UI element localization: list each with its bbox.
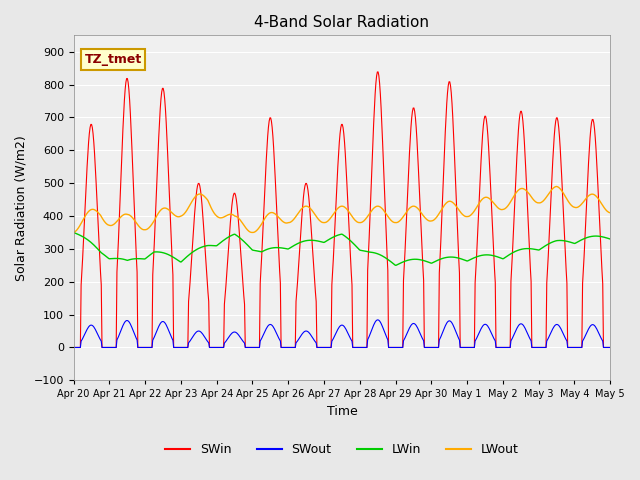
SWin: [424, 345, 431, 350]
LWout: [135, 223, 143, 229]
LWin: [392, 263, 400, 268]
LWout: [407, 204, 415, 210]
SWin: [408, 115, 415, 121]
SWout: [189, 334, 197, 339]
LWout: [552, 184, 560, 190]
LWout: [79, 216, 87, 222]
LWin: [218, 239, 225, 245]
SWout: [79, 334, 87, 340]
SWout: [70, 345, 77, 350]
X-axis label: Time: Time: [326, 405, 357, 418]
LWout: [423, 216, 431, 222]
SWout: [218, 345, 225, 350]
SWin: [135, 345, 143, 350]
SWin: [189, 234, 197, 240]
SWout: [606, 345, 614, 350]
SWout: [424, 345, 431, 350]
SWout: [135, 345, 143, 350]
Line: SWin: SWin: [74, 72, 610, 348]
LWin: [70, 229, 77, 235]
Legend: SWin, SWout, LWin, LWout: SWin, SWout, LWin, LWout: [160, 438, 524, 461]
Title: 4-Band Solar Radiation: 4-Band Solar Radiation: [255, 15, 429, 30]
Line: LWout: LWout: [74, 187, 610, 232]
SWout: [408, 322, 415, 327]
LWout: [70, 229, 77, 235]
Line: SWout: SWout: [74, 320, 610, 348]
LWout: [606, 210, 614, 216]
SWin: [218, 345, 225, 350]
LWout: [189, 197, 197, 203]
SWin: [70, 345, 77, 350]
Line: LWin: LWin: [74, 232, 610, 265]
LWin: [135, 256, 143, 262]
LWin: [189, 249, 197, 255]
Text: TZ_tmet: TZ_tmet: [84, 53, 141, 66]
LWin: [606, 236, 614, 242]
SWin: [374, 69, 382, 75]
LWin: [408, 257, 415, 263]
LWin: [79, 234, 87, 240]
LWout: [218, 215, 225, 221]
SWin: [606, 345, 614, 350]
LWin: [424, 259, 431, 264]
Y-axis label: Solar Radiation (W/m2): Solar Radiation (W/m2): [15, 135, 28, 281]
SWout: [374, 317, 382, 323]
SWin: [79, 241, 87, 247]
